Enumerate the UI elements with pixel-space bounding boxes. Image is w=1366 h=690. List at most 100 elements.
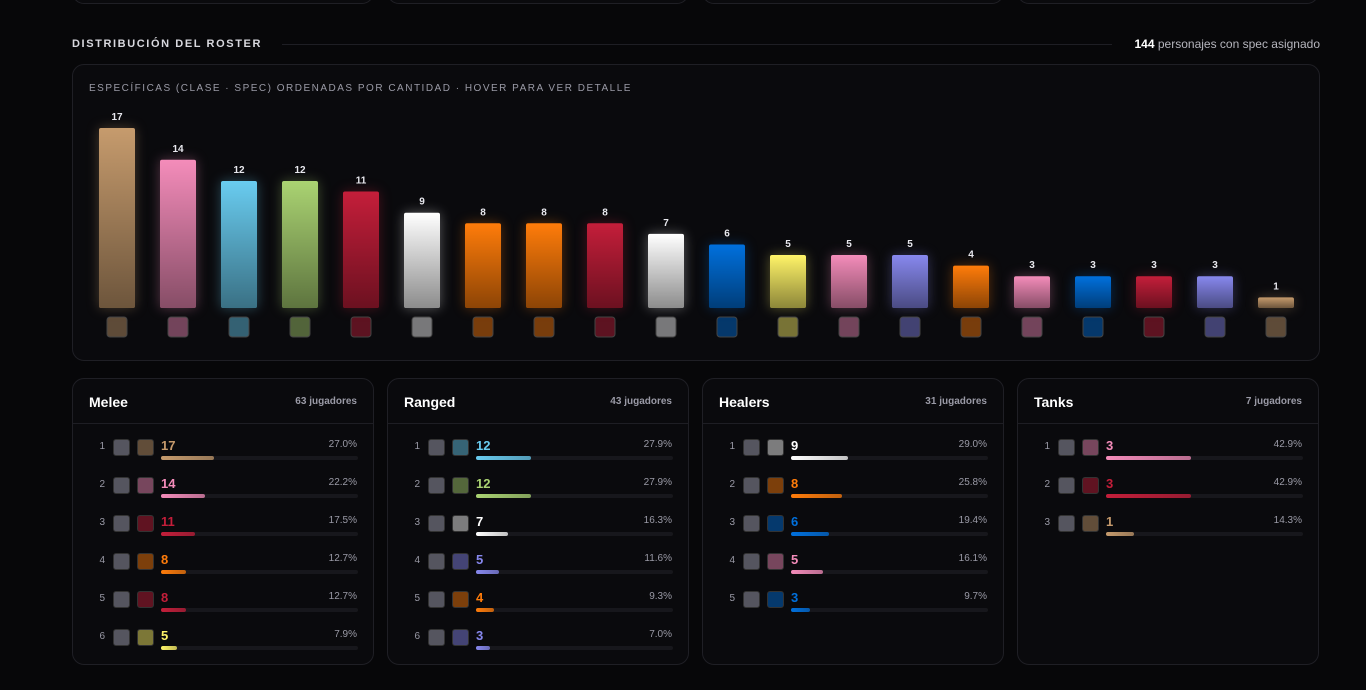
count: 14 [161,476,176,491]
role-panel: Ranged 43 jugadores 1 12 27.9% 2 12 27.9% 3 7 16.3… [387,378,689,665]
summary-text: personajes con spec asignado [1157,37,1320,51]
role-name: Healers [719,394,770,410]
percent: 12.7% [328,553,357,564]
count: 8 [161,590,169,605]
bar-shade [770,255,806,308]
count: 12 [476,476,491,491]
count: 12 [476,438,491,453]
bar-shade [648,233,684,308]
role-name: Ranged [404,394,456,410]
bar-shade [1258,297,1294,308]
bar-shade [465,223,501,308]
percent: 7.0% [649,629,672,640]
percent: 14.3% [1273,515,1302,526]
summary: 144 personajes con spec asignado [1135,37,1321,51]
divider [73,423,373,424]
spec-icon [428,553,445,570]
spec-icon [167,316,189,338]
count: 3 [791,590,799,605]
spec-icon [411,316,433,338]
role-players: 43 jugadores [610,396,672,407]
spec-icon [428,629,445,646]
role-panel: Healers 31 jugadores 1 9 29.0% 2 8 25.8% 3 6 19.4%… [702,378,1004,665]
bar-shade [282,180,318,308]
bar-shade [587,223,623,308]
role-players: 31 jugadores [925,396,987,407]
bar-value: 1 [1273,281,1279,292]
bar-shade [709,244,745,308]
spec-icon [899,316,921,338]
bar-value: 8 [602,207,608,218]
spec-icon [743,553,760,570]
bar-shade [221,180,257,308]
spec-icon [1082,316,1104,338]
bar-track [791,456,988,460]
spec-icon [767,439,784,456]
share-bar [791,532,830,536]
rank: 3 [729,517,735,528]
bar-track [791,570,988,574]
bar-shade [404,212,440,308]
percent: 9.7% [964,591,987,602]
share-bar [476,532,509,536]
spec-icon [743,477,760,494]
spec-icon [113,629,130,646]
count: 3 [476,628,484,643]
spec-icon [452,477,469,494]
count: 1 [1106,514,1114,529]
top-card [387,0,689,4]
spec-icon [767,477,784,494]
share-bar [791,456,849,460]
rank: 1 [729,441,735,452]
spec-icon [1082,439,1099,456]
spec-icon [743,515,760,532]
bar-track [476,494,673,498]
role-name: Melee [89,394,128,410]
role-name: Tanks [1034,394,1074,410]
percent: 27.9% [643,477,672,488]
percent: 16.3% [643,515,672,526]
percent: 25.8% [958,477,987,488]
share-bar [161,494,205,498]
spec-icon [533,316,555,338]
divider [703,423,1003,424]
bar-value: 5 [907,239,913,250]
spec-icon [1021,316,1043,338]
bar-value: 12 [294,165,306,176]
bar-value: 5 [785,239,791,250]
share-bar [476,646,490,650]
percent: 12.7% [328,591,357,602]
share-bar [476,608,495,612]
count: 9 [791,438,799,453]
percent: 7.9% [334,629,357,640]
top-card [72,0,374,4]
share-bar [161,532,196,536]
rank: 4 [99,555,105,566]
count: 8 [161,552,169,567]
share-bar [1106,456,1191,460]
bar-value: 17 [111,112,123,123]
bar-value: 5 [846,239,852,250]
bar-track [476,570,673,574]
rank: 1 [414,441,420,452]
rank: 3 [1044,517,1050,528]
spec-icon [767,515,784,532]
rank: 2 [414,479,420,490]
top-card [702,0,1004,4]
bar-track [161,532,358,536]
spec-icon [743,591,760,608]
spec-icon [838,316,860,338]
count: 7 [476,514,484,529]
bar-value: 3 [1090,260,1096,271]
spec-icon [452,515,469,532]
bar-value: 14 [172,144,184,155]
role-panel: Melee 63 jugadores 1 17 27.0% 2 14 22.2% 3 11 17.5… [72,378,374,665]
bar-shade [1075,276,1111,308]
share-bar [791,570,823,574]
bar-value: 12 [233,165,245,176]
spec-icon [452,591,469,608]
spec-icon [1058,439,1075,456]
spec-icon [452,439,469,456]
spec-icon [428,477,445,494]
spec-icon [350,316,372,338]
